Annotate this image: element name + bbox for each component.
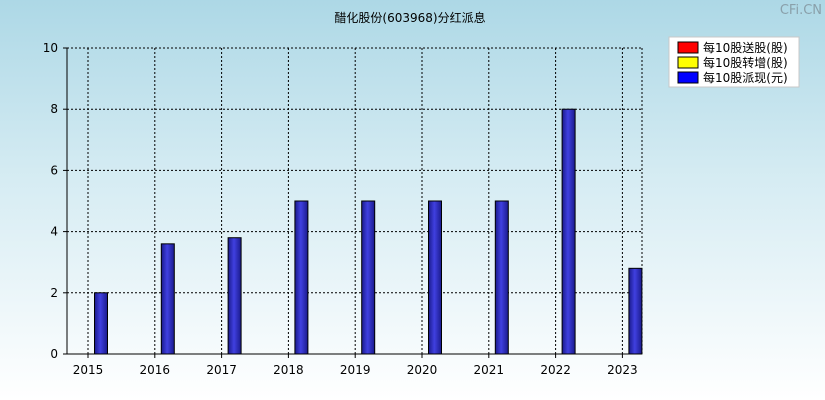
x-tick-labels: 2015 2016 2017 2018 2019 2020 2021 2022 2023 — [73, 354, 638, 377]
legend-label: 每10股转增(股) — [703, 55, 788, 70]
y-tick-label: 4 — [50, 225, 58, 239]
y-tick-label: 0 — [50, 347, 58, 361]
y-tick-labels: 0 2 4 6 8 10 — [43, 41, 67, 361]
bar-2019 — [361, 200, 376, 355]
bar-2021 — [494, 200, 509, 355]
x-tick-label: 2017 — [206, 363, 237, 377]
legend-label: 每10股送股(股) — [703, 40, 788, 55]
legend-label: 每10股派现(元) — [703, 70, 788, 85]
grid-lines — [67, 47, 643, 355]
chart-title: 醋化股份(603968)分红派息 — [334, 10, 485, 25]
bar-2016 — [160, 243, 175, 355]
legend-swatch — [677, 56, 699, 69]
x-tick-label: 2020 — [407, 363, 438, 377]
y-tick-label: 8 — [50, 102, 58, 116]
legend-swatch — [677, 41, 699, 54]
x-tick-label: 2018 — [273, 363, 304, 377]
legend: 每10股送股(股)每10股转增(股)每10股派现(元) — [668, 36, 800, 88]
y-tick-label: 6 — [50, 163, 58, 177]
bar-2018 — [294, 200, 309, 355]
x-tick-label: 2015 — [73, 363, 104, 377]
bar-2020 — [428, 200, 442, 355]
x-tick-label: 2019 — [340, 363, 371, 377]
bar-2023 — [628, 267, 643, 355]
x-tick-label: 2023 — [607, 363, 638, 377]
x-tick-label: 2021 — [474, 363, 505, 377]
bar-2017 — [227, 237, 242, 355]
legend-swatch — [677, 71, 699, 84]
bar-group — [94, 108, 643, 355]
bar-2015 — [94, 292, 108, 355]
y-tick-label: 10 — [43, 41, 58, 55]
bar-2022 — [561, 108, 576, 355]
x-tick-label: 2022 — [540, 363, 571, 377]
watermark-text: CFi.CN — [780, 3, 822, 18]
axes — [66, 48, 642, 355]
y-tick-label: 2 — [50, 286, 58, 300]
x-tick-label: 2016 — [140, 363, 171, 377]
